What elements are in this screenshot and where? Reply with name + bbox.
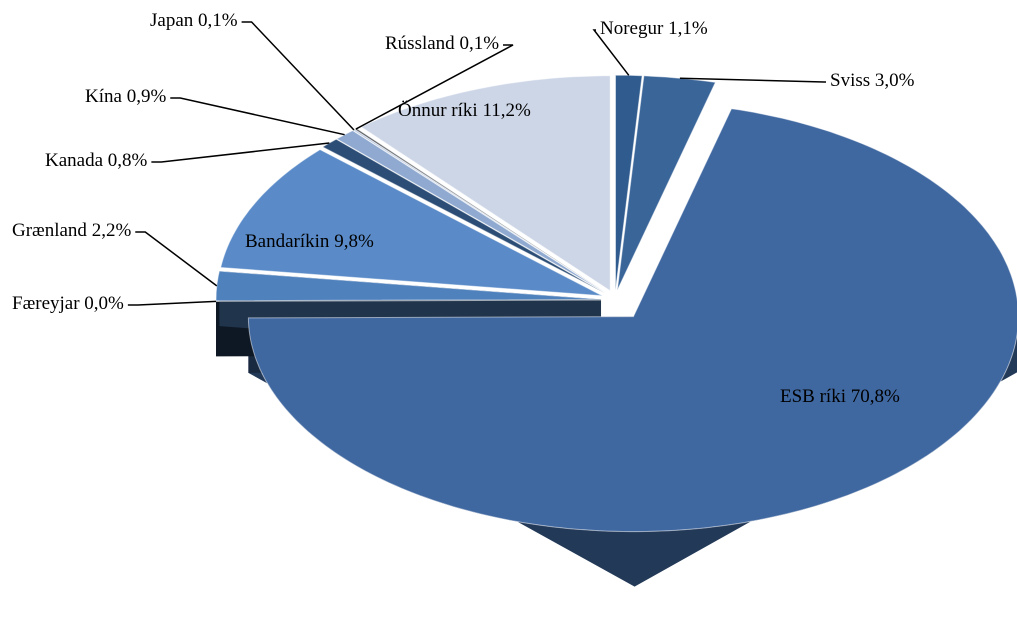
slice: [360, 75, 611, 292]
value-label: 0,8%: [108, 150, 148, 171]
slice: [220, 149, 603, 297]
data-label: Bandaríkin 9,8%: [245, 231, 374, 252]
category-name: Færeyjar: [12, 293, 80, 314]
category-name: Kína: [85, 86, 123, 107]
data-label: Rússland 0,1%: [385, 33, 499, 54]
category-name: Japan: [150, 10, 194, 31]
data-label: Grænland 2,2%: [12, 220, 131, 241]
leader-line: [592, 29, 630, 76]
category-name: Bandaríkin: [245, 231, 330, 252]
category-name: Sviss: [830, 70, 870, 91]
data-label: Önnur ríki 11,2%: [398, 100, 531, 121]
leader-line: [127, 300, 217, 306]
data-label: Sviss 3,0%: [830, 70, 915, 91]
leader-line: [170, 97, 345, 136]
data-label: Kanada 0,8%: [45, 150, 148, 171]
leader-line: [679, 77, 826, 83]
value-label: 1,1%: [668, 18, 708, 39]
value-label: 0,0%: [84, 293, 124, 314]
data-label: ESB ríki 70,8%: [780, 386, 900, 407]
data-label: Kína 0,9%: [85, 86, 166, 107]
value-label: 0,9%: [127, 86, 167, 107]
category-name: Grænland: [12, 220, 87, 241]
leader-line: [355, 44, 514, 130]
leader-line: [151, 142, 330, 163]
leader-line: [135, 231, 218, 287]
value-label: 0,1%: [459, 33, 499, 54]
category-name: ESB ríki: [780, 386, 846, 407]
category-name: Önnur ríki: [398, 100, 478, 121]
leader-line: [241, 21, 355, 131]
value-label: 2,2%: [92, 220, 132, 241]
value-label: 0,1%: [198, 10, 238, 31]
value-label: 3,0%: [875, 70, 915, 91]
value-label: 70,8%: [851, 386, 900, 407]
value-label: 9,8%: [334, 231, 374, 252]
data-label: Færeyjar 0,0%: [12, 293, 124, 314]
slice: [215, 270, 602, 302]
category-name: Rússland: [385, 33, 455, 54]
data-label: Japan 0,1%: [150, 10, 238, 31]
slice: [321, 138, 606, 294]
data-label: Noregur 1,1%: [600, 18, 708, 39]
slice-side: [248, 317, 1017, 587]
slice: [247, 108, 1017, 533]
category-name: Noregur: [600, 18, 664, 39]
value-label: 11,2%: [482, 100, 531, 121]
category-name: Kanada: [45, 150, 104, 171]
